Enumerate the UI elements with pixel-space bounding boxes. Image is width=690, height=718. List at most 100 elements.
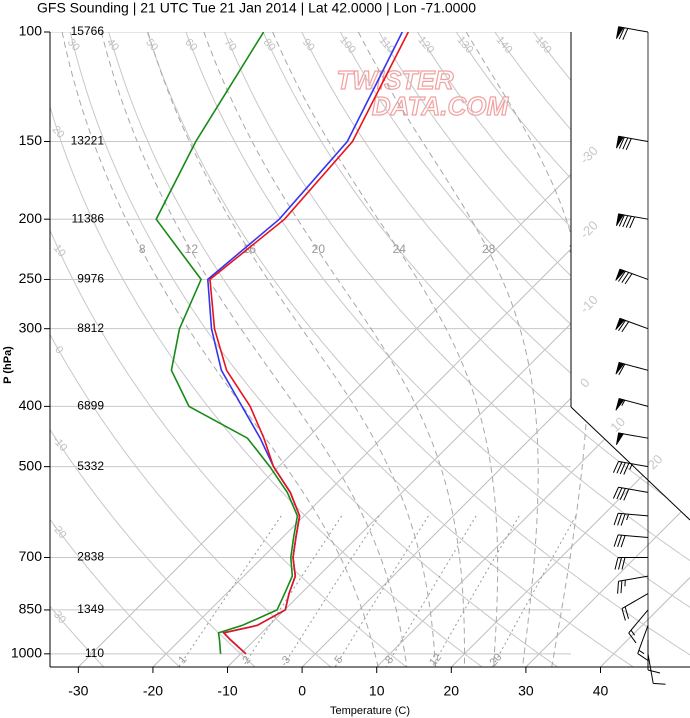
wind-barb: [647, 639, 661, 674]
y-tick-label: 1000: [11, 645, 42, 661]
wind-barb: [637, 625, 649, 661]
x-axis-label: Temperature (C): [330, 705, 410, 717]
barb-staff: [618, 213, 649, 229]
moist-adiabat-label: 28: [482, 242, 496, 256]
barb-flag: [616, 26, 625, 39]
barb-staff: [647, 639, 661, 674]
wind-barb: [628, 609, 649, 644]
dry-adiabat: [108, 32, 634, 667]
dry-adiabat-label: 30: [65, 37, 82, 54]
isotherm-label: -30: [577, 143, 601, 167]
profile-line: [206, 32, 404, 655]
moist-adiabat: [100, 32, 408, 667]
barb-flag: [616, 135, 625, 149]
wind-barb: [647, 653, 666, 685]
mixing-ratio-line: [334, 515, 429, 667]
height-label: 2838: [77, 550, 104, 564]
dry-adiabat-label: 70: [221, 37, 238, 54]
x-tick-label: 40: [593, 683, 609, 699]
wind-barb: [612, 460, 649, 475]
moist-adiabat: [357, 32, 539, 667]
isotherm-label: -10: [577, 292, 601, 316]
moist-adiabat-label: 8: [139, 242, 146, 256]
height-label: 15766: [71, 24, 105, 38]
dry-adiabat: [339, 32, 690, 667]
wind-barb: [613, 512, 649, 526]
height-label: 13221: [71, 134, 105, 148]
isotherm-label: 0: [577, 375, 593, 391]
height-label: 1349: [77, 602, 104, 616]
y-axis-label: P (hPa): [2, 346, 14, 384]
wind-barb: [615, 268, 649, 285]
barb-flag: [615, 317, 626, 330]
dry-adiabat-label: 60: [182, 37, 199, 54]
y-tick-label: 300: [19, 319, 43, 335]
wind-barb: [615, 317, 649, 333]
dry-adiabat-label: 90: [300, 37, 317, 54]
x-tick-label: -30: [68, 683, 88, 699]
moist-adiabat-label: 24: [393, 242, 407, 256]
x-tick-label: -20: [143, 683, 163, 699]
isotherm: [152, 32, 690, 667]
mixing-ratio-line: [385, 515, 477, 667]
dry-adiabat-label: 80: [261, 37, 278, 54]
barb-flag: [616, 213, 625, 227]
y-tick-label: 200: [19, 210, 43, 226]
barb-staff: [621, 593, 649, 621]
dry-adiabat: [262, 32, 690, 667]
dry-adiabat: [378, 32, 690, 667]
dry-adiabat-label: 0: [52, 344, 65, 356]
x-tick-label: 10: [369, 683, 385, 699]
dry-adiabat: [494, 32, 690, 667]
mixing-ratio-label: 5: [332, 654, 345, 666]
mixing-ratio-label: 1: [176, 654, 189, 666]
height-label: 9976: [77, 272, 104, 286]
dry-adiabat-label: 140: [494, 34, 515, 56]
wind-barb: [617, 575, 649, 594]
dry-adiabat-label: 10: [51, 242, 68, 259]
barb-flag: [615, 268, 626, 281]
wind-barb: [614, 557, 649, 570]
dry-adiabat-label: -20: [49, 521, 68, 541]
mixing-ratio-line: [492, 515, 577, 667]
y-tick-label: 100: [19, 23, 43, 39]
y-tick-label: 700: [19, 548, 43, 564]
barb-staff: [628, 609, 649, 644]
dry-adiabat-label: 110: [376, 35, 396, 56]
profile-line: [209, 32, 410, 655]
dry-adiabat-label: 120: [415, 34, 436, 56]
y-tick-label: 150: [19, 132, 43, 148]
isotherm: [525, 32, 690, 667]
moist-adiabat-label: 12: [185, 242, 199, 256]
watermark: DATA.COM: [372, 91, 510, 121]
dry-adiabat: [185, 32, 690, 667]
barb-flag: [616, 432, 625, 446]
mixing-ratio-label: 3: [280, 654, 293, 666]
wind-barb: [621, 593, 649, 621]
x-tick-label: -10: [217, 683, 237, 699]
x-tick-label: 20: [444, 683, 460, 699]
dry-adiabat: [69, 32, 558, 667]
y-tick-label: 250: [19, 270, 43, 286]
barb-flag: [615, 398, 625, 411]
dry-adiabat-label: -30: [49, 606, 68, 626]
moist-adiabat-label: 20: [312, 242, 326, 256]
dry-adiabat: [50, 32, 180, 667]
dry-adiabat: [50, 32, 483, 667]
isotherm: [450, 32, 690, 667]
wind-barb: [615, 362, 649, 376]
moist-adiabat: [147, 32, 437, 667]
watermark: TWISTER: [337, 65, 454, 95]
isotherm: [600, 32, 690, 667]
moist-adiabat: [203, 32, 465, 667]
mixing-ratio-line: [282, 515, 380, 667]
dry-adiabat: [532, 32, 690, 667]
y-tick-label: 400: [19, 397, 43, 413]
isotherm-label: -20: [577, 218, 601, 242]
dry-adiabat: [146, 32, 690, 667]
chart-title: GFS Sounding | 21 UTC Tue 21 Jan 2014 | …: [37, 0, 476, 16]
dry-adiabat: [417, 32, 690, 667]
dry-adiabat: [50, 32, 332, 667]
barb-staff: [612, 486, 649, 501]
